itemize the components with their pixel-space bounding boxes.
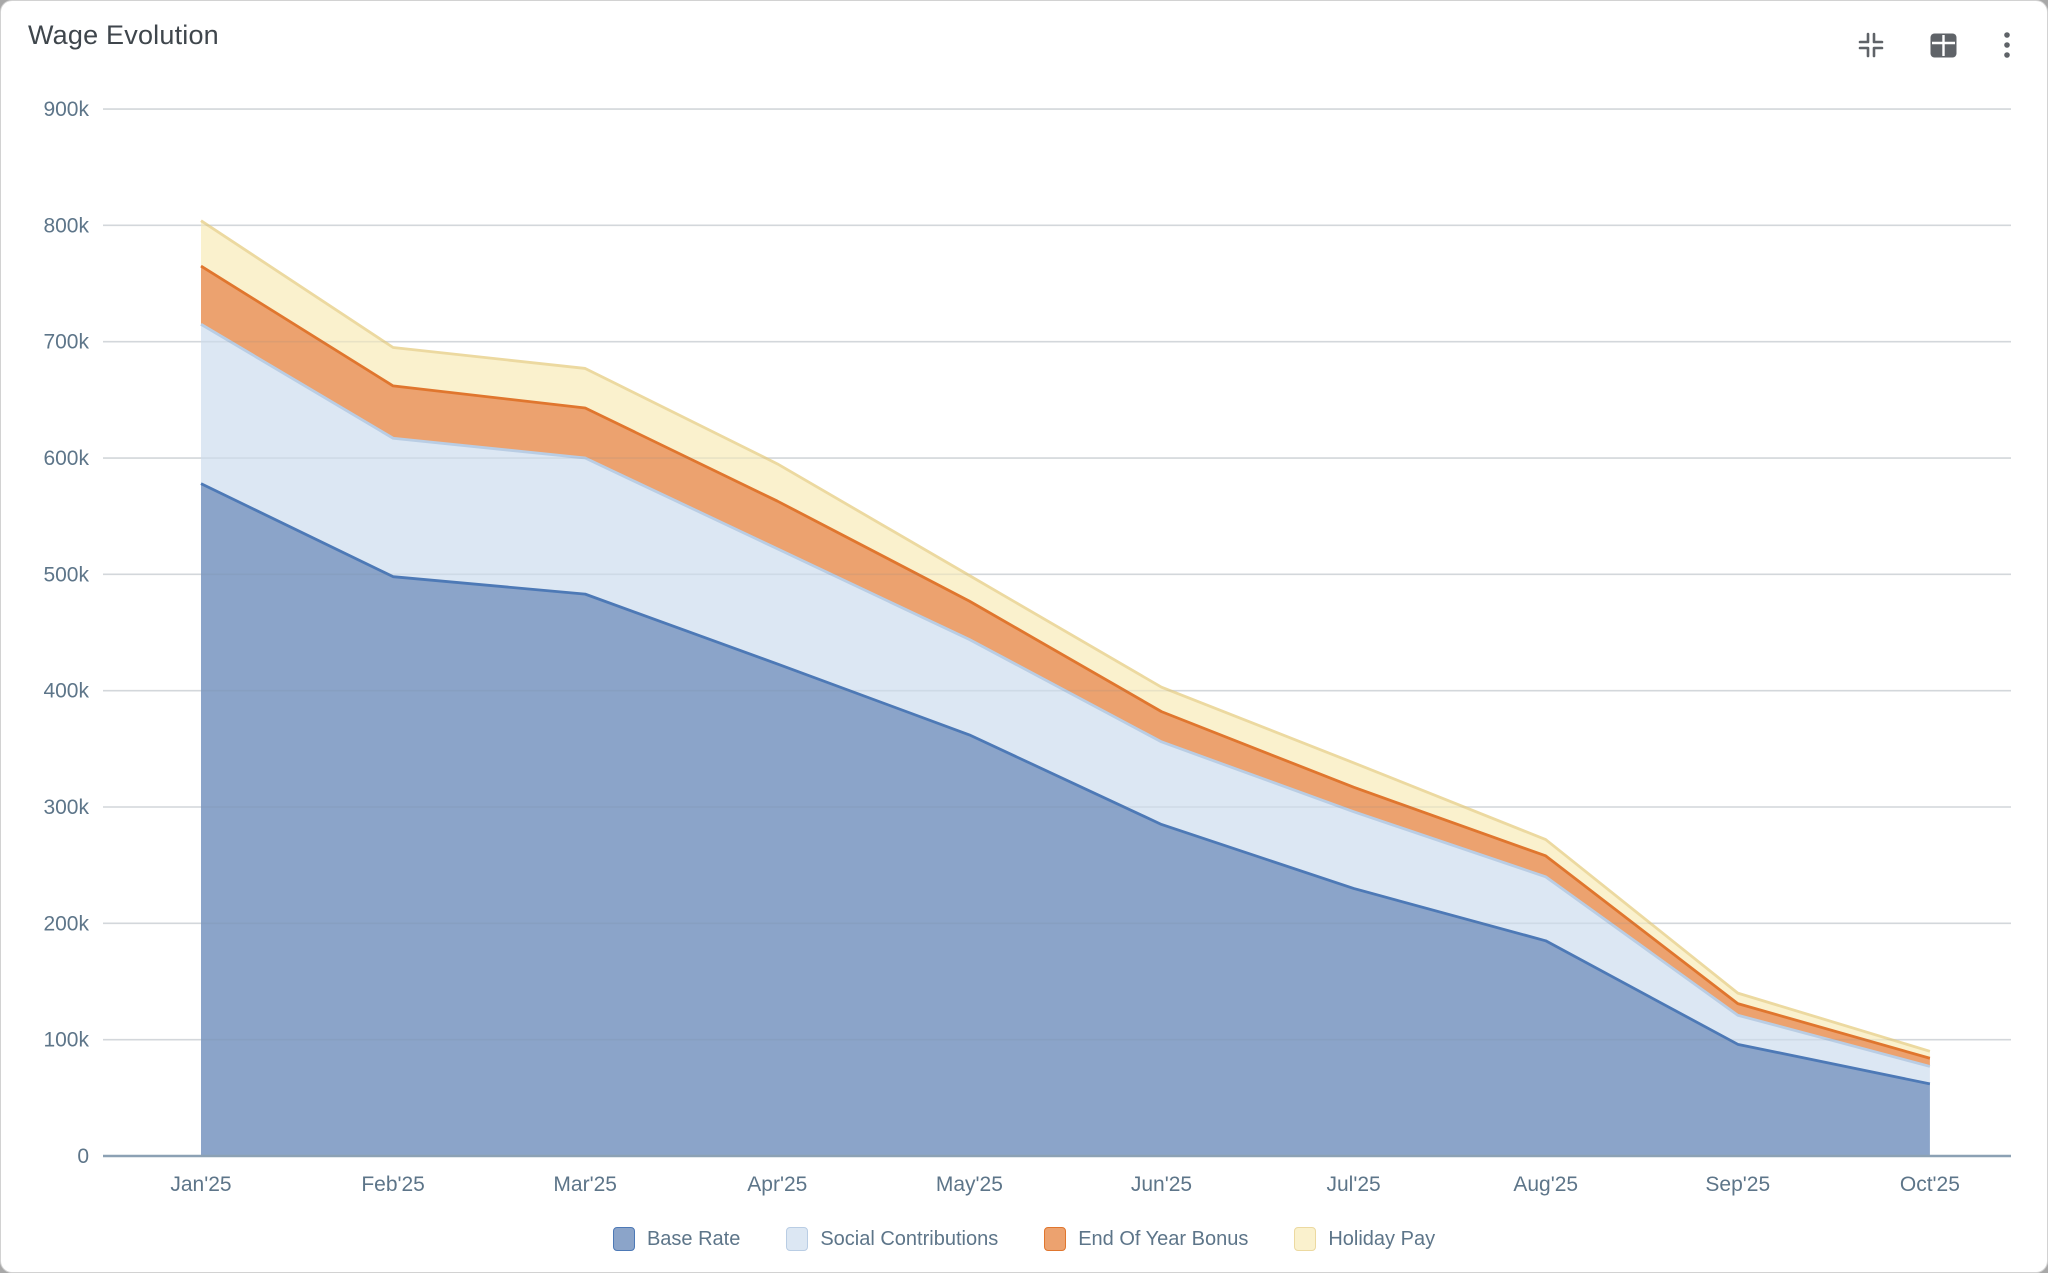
data-table-button[interactable] <box>1926 29 1961 62</box>
y-tick-label-600k: 600k <box>43 447 89 470</box>
kebab-menu-icon <box>2004 32 2010 58</box>
legend-item-base-rate[interactable]: Base Rate <box>612 1227 741 1251</box>
x-tick-label-jan-25: Jan'25 <box>170 1173 231 1196</box>
x-tick-label-feb-25: Feb'25 <box>361 1173 425 1196</box>
exit-fullscreen-button[interactable] <box>1854 28 1888 62</box>
line-social-contributions <box>200 323 1931 1068</box>
y-tick-label-700k: 700k <box>43 331 89 354</box>
x-tick-label-jul-25: Jul'25 <box>1326 1173 1380 1196</box>
legend-item-end-of-year-bonus[interactable]: End Of Year Bonus <box>1044 1227 1248 1251</box>
legend-swatch-holiday-pay <box>1294 1227 1317 1251</box>
exit-fullscreen-icon <box>1858 32 1884 58</box>
menu-button[interactable] <box>1999 27 2015 63</box>
chart-header: Wage Evolution <box>1 1 2047 67</box>
legend-swatch-social-contributions <box>786 1227 809 1251</box>
data-table-icon <box>1930 33 1957 57</box>
x-tick-label-mar-25: Mar'25 <box>553 1173 617 1196</box>
line-base-rate <box>200 482 1931 1086</box>
chart-legend: Base Rate Social Contributions End Of Year… <box>1 1217 2047 1261</box>
chart-title: Wage Evolution <box>28 20 219 50</box>
x-tick-label-aug-25: Aug'25 <box>1513 1173 1578 1196</box>
y-tick-label-0: 0 <box>77 1145 89 1168</box>
area-base-rate <box>201 483 1930 1156</box>
y-tick-label-100k: 100k <box>43 1029 89 1052</box>
legend-label-base-rate: Base Rate <box>646 1227 741 1250</box>
legend-label-end-of-year-bonus: End Of Year Bonus <box>1078 1227 1249 1250</box>
legend-swatch-end-of-year-bonus <box>1044 1227 1067 1251</box>
x-tick-label-oct-25: Oct'25 <box>1900 1173 1960 1196</box>
y-tick-label-900k: 900k <box>43 98 89 121</box>
x-tick-label-apr-25: Apr'25 <box>747 1173 807 1196</box>
line-holiday-pay <box>200 219 1931 1053</box>
legend-swatch-base-rate <box>612 1227 635 1251</box>
x-tick-label-may-25: May'25 <box>936 1173 1003 1196</box>
y-tick-label-800k: 800k <box>43 214 89 237</box>
legend-item-holiday-pay[interactable]: Holiday Pay <box>1294 1227 1435 1251</box>
area-end-of-year-bonus <box>201 266 1930 1067</box>
y-tick-label-500k: 500k <box>43 563 89 586</box>
area-social-contributions <box>201 324 1930 1084</box>
legend-label-social-contributions: Social Contributions <box>820 1227 999 1250</box>
y-tick-label-300k: 300k <box>43 796 89 819</box>
x-tick-label-sep-25: Sep'25 <box>1705 1173 1770 1196</box>
legend-item-social-contributions[interactable]: Social Contributions <box>786 1227 998 1251</box>
legend-label-holiday-pay: Holiday Pay <box>1328 1227 1436 1250</box>
y-tick-label-400k: 400k <box>43 680 89 703</box>
line-end-of-year-bonus <box>200 264 1931 1060</box>
y-tick-label-200k: 200k <box>43 912 89 935</box>
chart-toolbar <box>1854 27 2015 63</box>
x-tick-label-jun-25: Jun'25 <box>1131 1173 1192 1196</box>
